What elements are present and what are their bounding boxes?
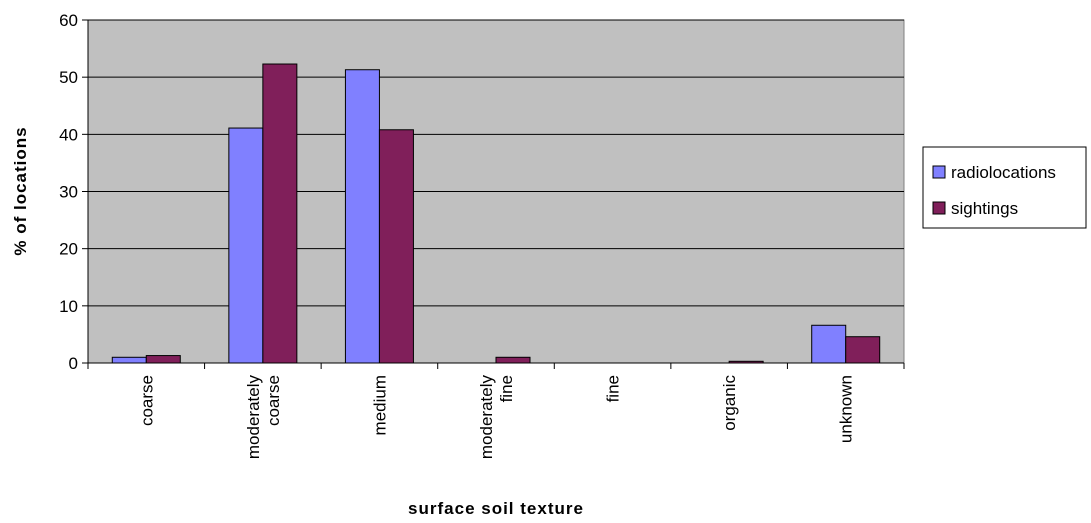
bar-radiolocations-1: [228, 127, 264, 364]
axes: [82, 19, 905, 369]
legend-box: [922, 146, 1087, 229]
x-tick-label-1: moderately coarse: [244, 375, 283, 460]
x-tick-label-0-line-0: coarse: [137, 375, 156, 426]
x-tick-label-2-line-0: medium: [370, 375, 389, 435]
legend-swatch-sightings: [932, 201, 946, 215]
y-tick-labels: 0 10 20 30 40 50 60: [59, 11, 78, 373]
x-tick-label-4: fine: [604, 375, 623, 402]
x-tick-label-3-line-0: moderately: [477, 375, 496, 460]
x-tick-label-0: coarse: [137, 375, 156, 426]
x-tick-label-6: unknown: [837, 375, 856, 443]
y-tick-label-30: 30: [59, 183, 78, 202]
bar-sightings-6: [845, 336, 881, 364]
legend-swatch-radiolocations: [932, 165, 946, 179]
x-tick-label-2: medium: [370, 375, 389, 435]
bar-sightings-1: [262, 63, 298, 364]
x-tick-label-3: moderately fine: [477, 375, 516, 460]
x-tick-label-4-line-0: fine: [604, 375, 623, 402]
x-tick-label-5: organic: [720, 375, 739, 431]
bar-sightings-0: [145, 355, 181, 364]
x-tick-label-6-line-0: unknown: [837, 375, 856, 443]
bar-sightings-3: [495, 356, 531, 364]
y-tick-label-50: 50: [59, 68, 78, 87]
y-tick-label-0: 0: [69, 354, 78, 373]
y-tick-label-60: 60: [59, 11, 78, 30]
x-tick-label-3-line-1: fine: [497, 375, 516, 402]
gridlines: [88, 19, 904, 307]
bars: [111, 63, 881, 364]
y-tick-label-40: 40: [59, 125, 78, 144]
bar-sightings-2: [378, 129, 414, 364]
x-tick-label-1-line-1: coarse: [264, 375, 283, 426]
bar-radiolocations-0: [111, 356, 147, 364]
y-tick-label-10: 10: [59, 297, 78, 316]
bar-radiolocations-6: [811, 324, 847, 364]
y-tick-label-20: 20: [59, 240, 78, 259]
y-axis-title: % of locations: [11, 126, 30, 255]
legend-label-sightings: sightings: [951, 199, 1018, 218]
x-tick-labels: coarse moderately coarse medium moderately fi…: [137, 375, 855, 460]
legend: radiolocations sightings: [922, 146, 1087, 229]
x-tick-label-5-line-0: organic: [720, 375, 739, 431]
bar-radiolocations-2: [344, 69, 380, 364]
legend-label-radiolocations: radiolocations: [951, 163, 1056, 182]
x-tick-label-1-line-0: moderately: [244, 375, 263, 460]
x-axis-title: surface soil texture: [408, 499, 584, 518]
